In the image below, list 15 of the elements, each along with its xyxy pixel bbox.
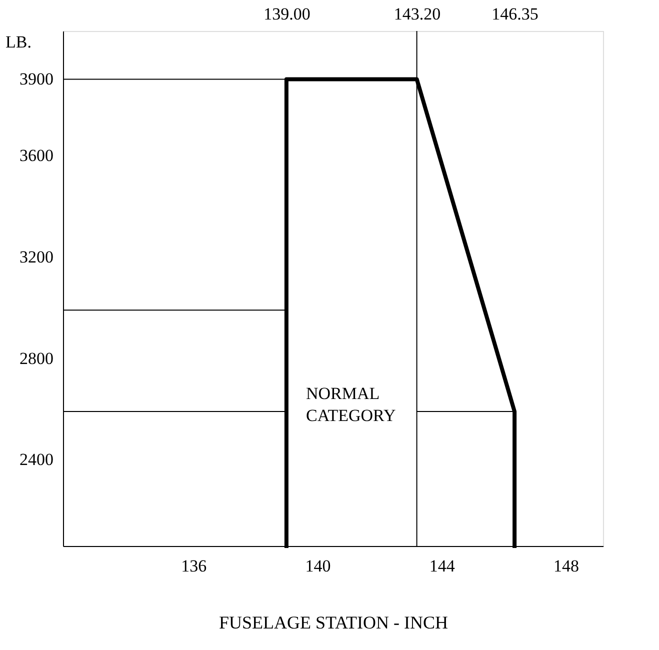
x-axis-title: FUSELAGE STATION - INCH	[218, 612, 448, 632]
x-tick-label: 144	[429, 556, 456, 576]
annotation: NORMAL CATEGORY	[306, 384, 396, 425]
x2-tick-label: 143.20	[394, 4, 441, 24]
x-tick-label: 140	[305, 556, 331, 576]
y-tick-label: 2800	[20, 348, 54, 368]
x2-tick-label: 146.35	[492, 4, 538, 24]
y-axis-title: LB.	[6, 32, 32, 52]
y-tick-label: 3200	[20, 247, 54, 266]
y-tick-label: 3600	[20, 146, 54, 165]
x-tick-label: 136	[181, 556, 207, 576]
x2-tick-label: 139.00	[264, 4, 310, 24]
y-tick-label: 3900	[20, 70, 54, 89]
x-tick-label: 148	[554, 556, 580, 576]
y-tick-label: 2400	[20, 450, 54, 470]
